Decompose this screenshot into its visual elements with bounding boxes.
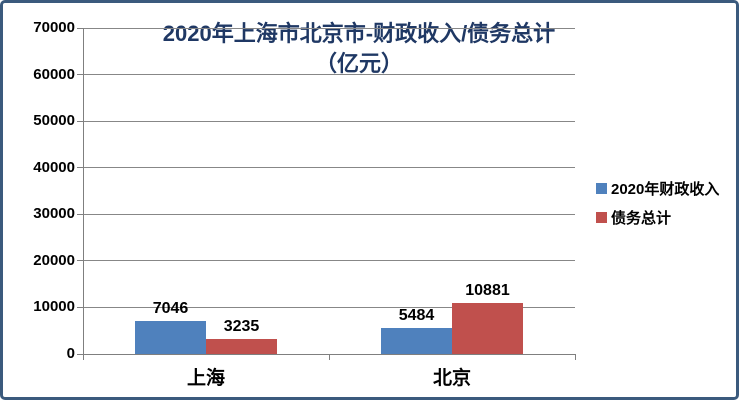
bar-2020年财政收入-上海 [135,321,206,354]
y-axis-tick [77,74,83,76]
legend-label-debt: 债务总计 [611,210,672,227]
gridline [83,27,575,29]
bar-data-label: 10881 [465,282,510,300]
y-axis-tick-label: 30000 [33,205,75,223]
legend: 2020年财政收入 债务总计 [596,178,719,236]
bar-2020年财政收入-北京 [381,328,452,354]
x-axis-tick [329,354,330,360]
x-axis-category-label: 北京 [432,368,471,389]
y-axis-tick-label: 70000 [33,19,75,36]
legend-swatch-revenue [596,183,607,194]
x-axis-category-label: 上海 [186,368,225,389]
y-axis-line [83,28,84,354]
gridline [83,167,575,169]
gridline [83,74,575,76]
y-axis-tick-label: 50000 [33,112,75,130]
y-axis-tick-label: 0 [66,345,75,362]
bar-债务总计-上海 [206,338,277,354]
bar-data-label: 7046 [152,300,189,318]
bar-data-label: 5484 [398,307,435,325]
y-axis-tick [77,260,83,262]
chart-title-line-1: 2020年上海市北京市-财政收入/债务总计 [162,21,556,46]
gridline [83,306,575,308]
legend-item-revenue: 2020年财政收入 [596,178,719,199]
bar-债务总计-北京 [452,303,523,354]
legend-label-revenue: 2020年财政收入 [611,181,720,198]
y-axis-tick [77,167,83,169]
y-axis-tick [77,27,83,29]
legend-item-debt: 债务总计 [596,207,719,228]
y-axis-tick [77,120,83,122]
y-axis-tick-label: 60000 [33,65,75,83]
y-axis-tick-label: 40000 [33,158,75,176]
bar-data-label: 3235 [223,317,260,335]
y-axis-tick-label: 20000 [33,251,75,269]
y-axis-tick [77,213,83,215]
x-axis-tick [575,354,576,360]
x-axis-tick [83,354,84,360]
gridline [83,260,575,262]
chart-title-line-2: （亿元） [314,51,403,76]
gridline [83,120,575,122]
chart-title: 2020年上海市北京市-财政收入/债务总计 （亿元） [3,19,715,79]
y-axis-tick [77,353,83,355]
gridline [83,213,575,215]
legend-swatch-debt [596,212,607,223]
y-axis-tick [77,306,83,308]
y-axis-tick-label: 10000 [33,298,75,316]
